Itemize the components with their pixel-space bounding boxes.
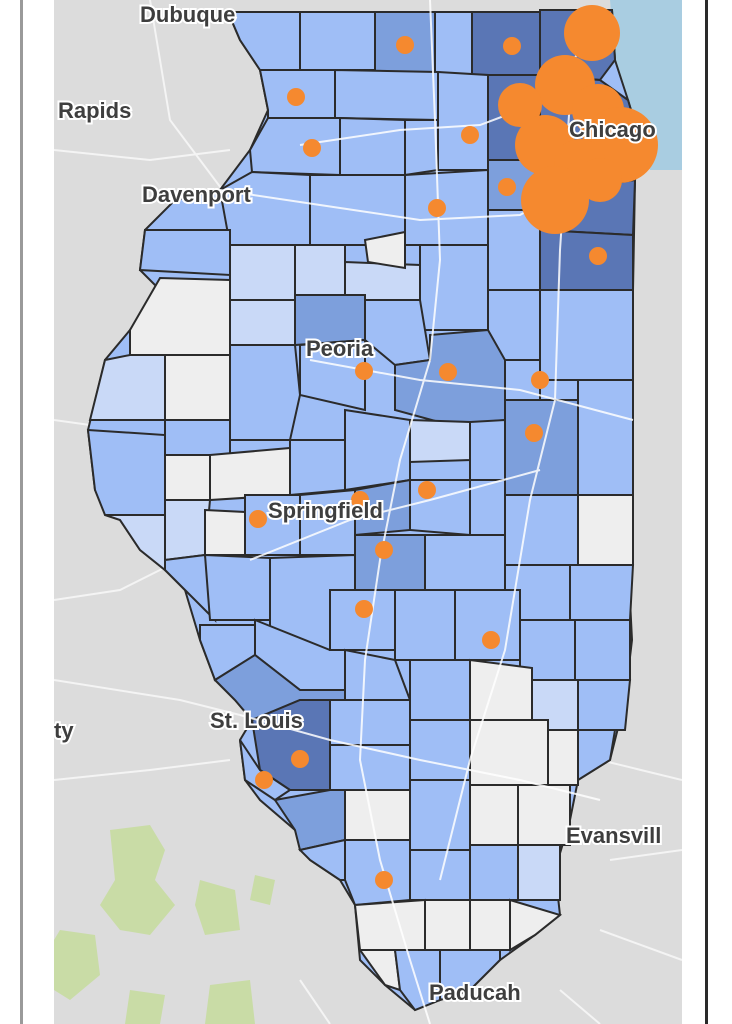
case-marker[interactable] [351,491,369,509]
case-marker[interactable] [521,166,589,234]
case-marker[interactable] [525,424,543,442]
case-marker[interactable] [578,158,622,202]
case-marker[interactable] [355,600,373,618]
city-label-dubuque: Dubuque [140,2,235,27]
case-marker[interactable] [255,771,273,789]
case-marker[interactable] [249,510,267,528]
case-marker[interactable] [303,139,321,157]
case-marker[interactable] [418,481,436,499]
left-panel-border [20,0,23,1024]
illinois-counties [86,9,642,1012]
case-marker[interactable] [498,178,516,196]
case-marker[interactable] [355,362,373,380]
case-marker[interactable] [531,371,549,389]
city-label-davenport: Davenport [142,182,251,207]
city-label-paducah: Paducah [429,980,521,1005]
city-label-chicago: Chicago [569,117,656,142]
case-marker[interactable] [482,631,500,649]
city-labels: Dubuque Rapids Chicago Davenport Peoria Sprin… [54,0,663,1007]
case-marker[interactable] [291,750,309,768]
case-marker[interactable] [396,36,414,54]
case-marker[interactable] [564,5,620,61]
case-marker[interactable] [503,37,521,55]
case-marker[interactable] [498,83,542,127]
case-markers [249,5,658,889]
case-marker[interactable] [375,541,393,559]
case-marker[interactable] [375,871,393,889]
case-marker[interactable] [439,363,457,381]
lake-michigan [610,0,682,170]
city-label-ty: ty [54,718,74,743]
map-viewport[interactable]: Dubuque Rapids Chicago Davenport Peoria Sprin… [54,0,682,1024]
case-marker[interactable] [461,126,479,144]
map-canvas[interactable]: Dubuque Rapids Chicago Davenport Peoria Sprin… [54,0,682,1024]
city-label-evansville: Evansvill [566,823,661,848]
case-marker[interactable] [589,247,607,265]
background-roads [54,0,682,1024]
right-panel-border [705,0,708,1024]
city-label-peoria: Peoria [306,336,374,361]
city-label-springfield: Springfield [268,498,383,523]
case-marker[interactable] [428,199,446,217]
case-marker[interactable] [287,88,305,106]
city-label-rapids: Rapids [58,98,131,123]
city-label-st-louis: St. Louis [210,708,303,733]
park-areas [54,825,275,1024]
